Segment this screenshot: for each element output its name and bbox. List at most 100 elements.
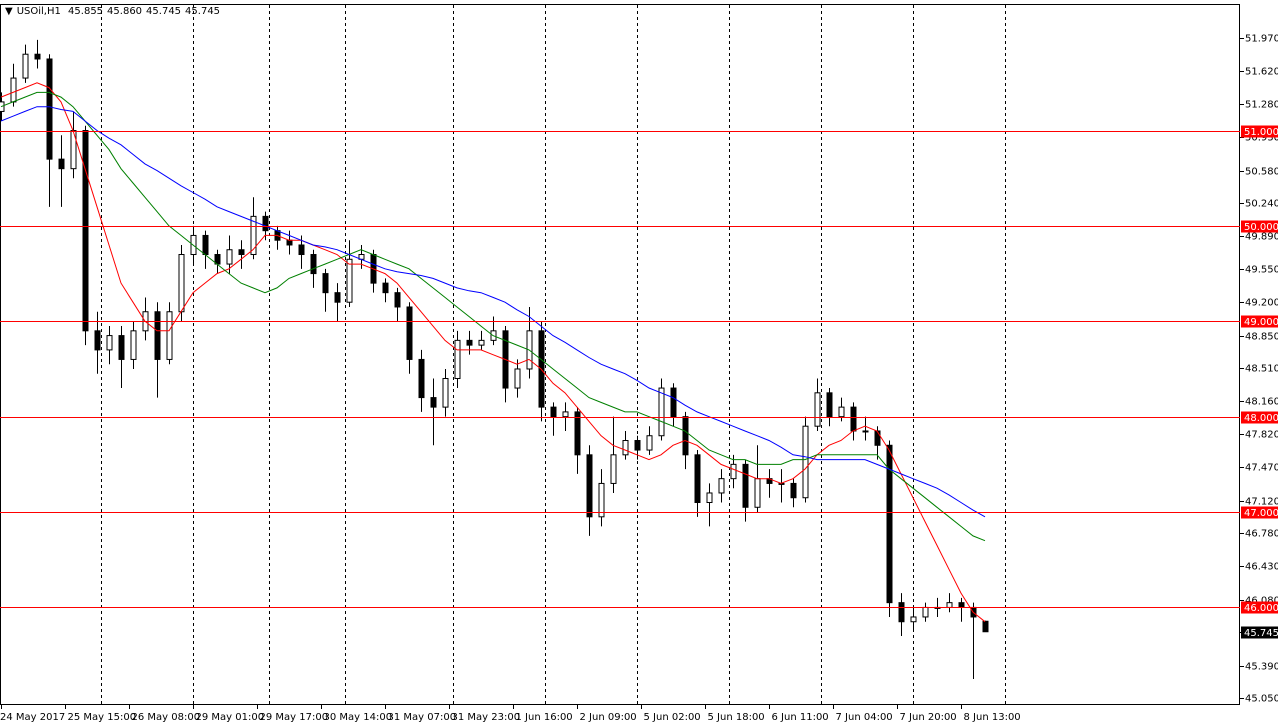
x-tick-label: 25 May 15:00 [68,712,137,723]
candle-body [742,463,749,508]
candle-body [910,616,917,623]
candle-body [610,454,617,484]
candle-body [478,339,485,346]
moving-average [0,106,986,518]
x-tick-label: 26 May 08:00 [132,712,201,723]
candle-body [394,292,401,308]
x-tick-label: 31 May 07:00 [388,712,457,723]
y-tick-label: 50.930 [1245,133,1278,144]
level-label: 48.000 [1244,413,1278,424]
ohlc-close: 45.745 [185,6,221,17]
symbol-title: USOil,H1 [16,6,61,17]
candle-body [130,330,137,360]
y-tick-label: 47.120 [1245,497,1278,508]
candle-body [862,430,869,433]
price-label-box [1241,626,1278,639]
candle-body [730,463,737,480]
price-label: 45.745 [1244,628,1278,639]
candle-body [802,425,809,499]
y-tick-label: 51.970 [1245,34,1278,45]
y-tick-label: 48.850 [1245,332,1278,343]
candle-body [430,397,437,408]
x-tick-label: 31 May 23:00 [452,712,521,723]
candle-body [850,406,857,432]
candle-body [154,311,161,360]
x-tick-label: 8 Jun 13:00 [964,712,1021,723]
y-tick-label: 49.890 [1245,232,1278,243]
plot-frame [0,4,1240,705]
x-tick-label: 29 May 01:00 [196,712,265,723]
x-tick-label: 29 May 17:00 [260,712,329,723]
candle-body [514,368,521,389]
x-tick-label: 7 Jun 04:00 [836,712,893,723]
candle-body [958,602,965,608]
x-tick-label: 30 May 14:00 [324,712,393,723]
candle-body [442,378,449,408]
candle-body [454,339,461,380]
candle-body [634,440,641,451]
candle-body [94,330,101,351]
y-tick-label: 48.160 [1245,397,1278,408]
y-tick-label: 51.620 [1245,67,1278,78]
candle-body [286,239,293,246]
candle-body [406,306,413,360]
candle-body [58,158,65,170]
y-tick-label: 46.780 [1245,529,1278,540]
candle-body [298,244,305,256]
candle-body [790,482,797,499]
x-tick-label: 24 May 2017 [0,712,65,723]
candle-body [550,406,557,418]
y-tick-label: 48.510 [1245,364,1278,375]
candle-body [10,77,17,103]
candle-body [166,311,173,360]
level-label: 46.000 [1244,603,1278,614]
level-label: 49.000 [1244,317,1278,328]
level-label-box [1241,315,1278,328]
candle-body [646,435,653,451]
candle-body [310,254,317,275]
level-label-box [1241,601,1278,614]
y-tick-label: 49.200 [1245,298,1278,309]
candle-body [262,215,269,232]
candle-body [982,620,989,633]
candle-body [82,130,89,332]
chart-header: ▼ USOil,H1 45.855 45.860 45.745 45.745 [5,6,224,17]
y-tick-label: 46.430 [1245,562,1278,573]
level-label: 50.000 [1244,222,1278,233]
candle-body [898,602,905,623]
ohlc-open: 45.855 [68,6,104,17]
candle-body [106,335,113,351]
candle-body [382,282,389,294]
level-label-box [1241,506,1278,519]
level-label-box [1241,220,1278,233]
x-tick-label: 5 Jun 18:00 [708,712,765,723]
y-tick-label: 50.580 [1245,167,1278,178]
y-tick-label: 45.050 [1245,694,1278,705]
candle-body [658,387,665,437]
candle-body [574,411,581,456]
y-tick-label: 45.390 [1245,662,1278,673]
candle-body [874,430,881,446]
candle-body [22,53,29,79]
candle-body [706,492,713,504]
candle-body [946,602,953,608]
y-tick-label: 46.080 [1245,596,1278,607]
menu-arrow[interactable]: ▼ [5,6,13,17]
level-label: 47.000 [1244,508,1278,519]
candle-body [202,234,209,256]
candle-body [118,335,125,360]
level-label: 51.000 [1244,127,1278,138]
candle-body [814,392,821,427]
candle-body [718,478,725,494]
candle-body [754,478,761,508]
candle-body [226,249,233,265]
candle-body [34,53,41,60]
candle-body [598,482,605,518]
candle-body [622,440,629,456]
candle-body [346,258,353,303]
y-tick-label: 49.550 [1245,265,1278,276]
candle-body [886,444,893,604]
y-tick-label: 51.280 [1245,100,1278,111]
candle-body [682,416,689,456]
